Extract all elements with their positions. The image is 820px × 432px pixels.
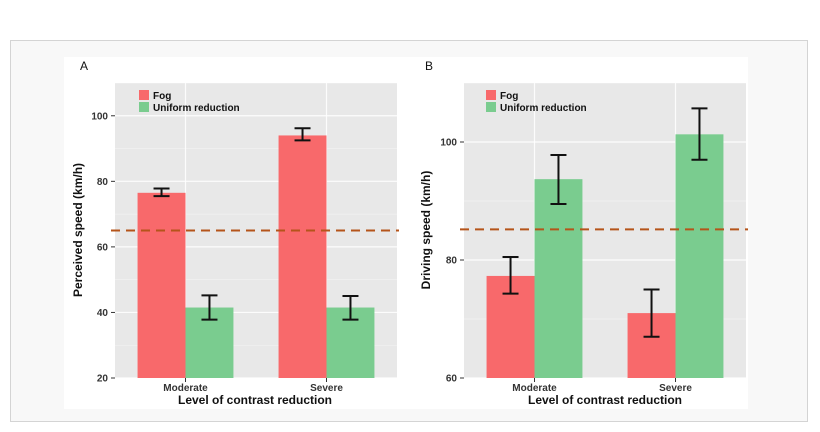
panel-b-y-axis-title: Driving speed (km/h) bbox=[419, 171, 433, 290]
panel-a-label: A bbox=[80, 59, 88, 73]
y-tick-label: 60 bbox=[97, 242, 109, 253]
bar-uniform-moderate bbox=[534, 179, 583, 378]
panel-a-y-ticks: 20 40 60 80 100 bbox=[91, 111, 115, 385]
panel-a-legend-fog-label: Fog bbox=[153, 91, 171, 102]
panel-a-legend-uniform-label: Uniform reduction bbox=[153, 103, 240, 114]
panel-a: A 20 40 60 80 100 Moderate Severe Level of co… bbox=[71, 59, 399, 407]
panel-b-legend-uniform-swatch bbox=[486, 102, 496, 112]
panel-b-legend-fog-label: Fog bbox=[500, 91, 518, 102]
panel-b-legend-uniform-label: Uniform reduction bbox=[500, 103, 587, 114]
panel-a-x-ticks: Moderate Severe bbox=[163, 378, 343, 394]
panel-b-x-axis-title: Level of contrast reduction bbox=[528, 393, 682, 407]
panel-a-bars bbox=[137, 135, 375, 378]
y-tick-label: 80 bbox=[97, 177, 109, 188]
panel-b-x-ticks: Moderate Severe bbox=[512, 378, 692, 394]
panel-b-y-ticks: 60 80 100 bbox=[440, 138, 464, 385]
panel-a-legend-fog-swatch bbox=[139, 90, 149, 100]
panel-b: B 60 80 100 Moderate Severe Level of contra… bbox=[419, 59, 748, 407]
y-tick-label: 100 bbox=[440, 138, 457, 149]
y-tick-label: 40 bbox=[97, 308, 109, 319]
panel-b-bars bbox=[486, 134, 724, 378]
panel-a-legend-uniform-swatch bbox=[139, 102, 149, 112]
x-tick-label: Moderate bbox=[512, 383, 557, 394]
panel-b-legend-fog-swatch bbox=[486, 90, 496, 100]
x-tick-label: Severe bbox=[659, 383, 692, 394]
x-tick-label: Severe bbox=[310, 383, 343, 394]
y-tick-label: 60 bbox=[446, 374, 458, 385]
y-tick-label: 100 bbox=[91, 111, 108, 122]
panel-b-legend: Fog Uniform reduction bbox=[486, 90, 587, 114]
panel-a-x-axis-title: Level of contrast reduction bbox=[178, 393, 332, 407]
panel-a-legend: Fog Uniform reduction bbox=[139, 90, 240, 114]
bar-fog-severe bbox=[278, 135, 327, 378]
y-tick-label: 80 bbox=[446, 256, 458, 267]
x-tick-label: Moderate bbox=[163, 383, 208, 394]
panel-b-error-bars bbox=[502, 107, 708, 338]
panel-a-error-bars bbox=[153, 127, 359, 321]
panel-a-y-axis-title: Perceived speed (km/h) bbox=[71, 163, 85, 297]
y-tick-label: 20 bbox=[97, 374, 109, 385]
panel-b-label: B bbox=[425, 59, 433, 73]
bar-uniform-severe bbox=[675, 134, 724, 378]
bar-fog-moderate bbox=[137, 192, 186, 378]
